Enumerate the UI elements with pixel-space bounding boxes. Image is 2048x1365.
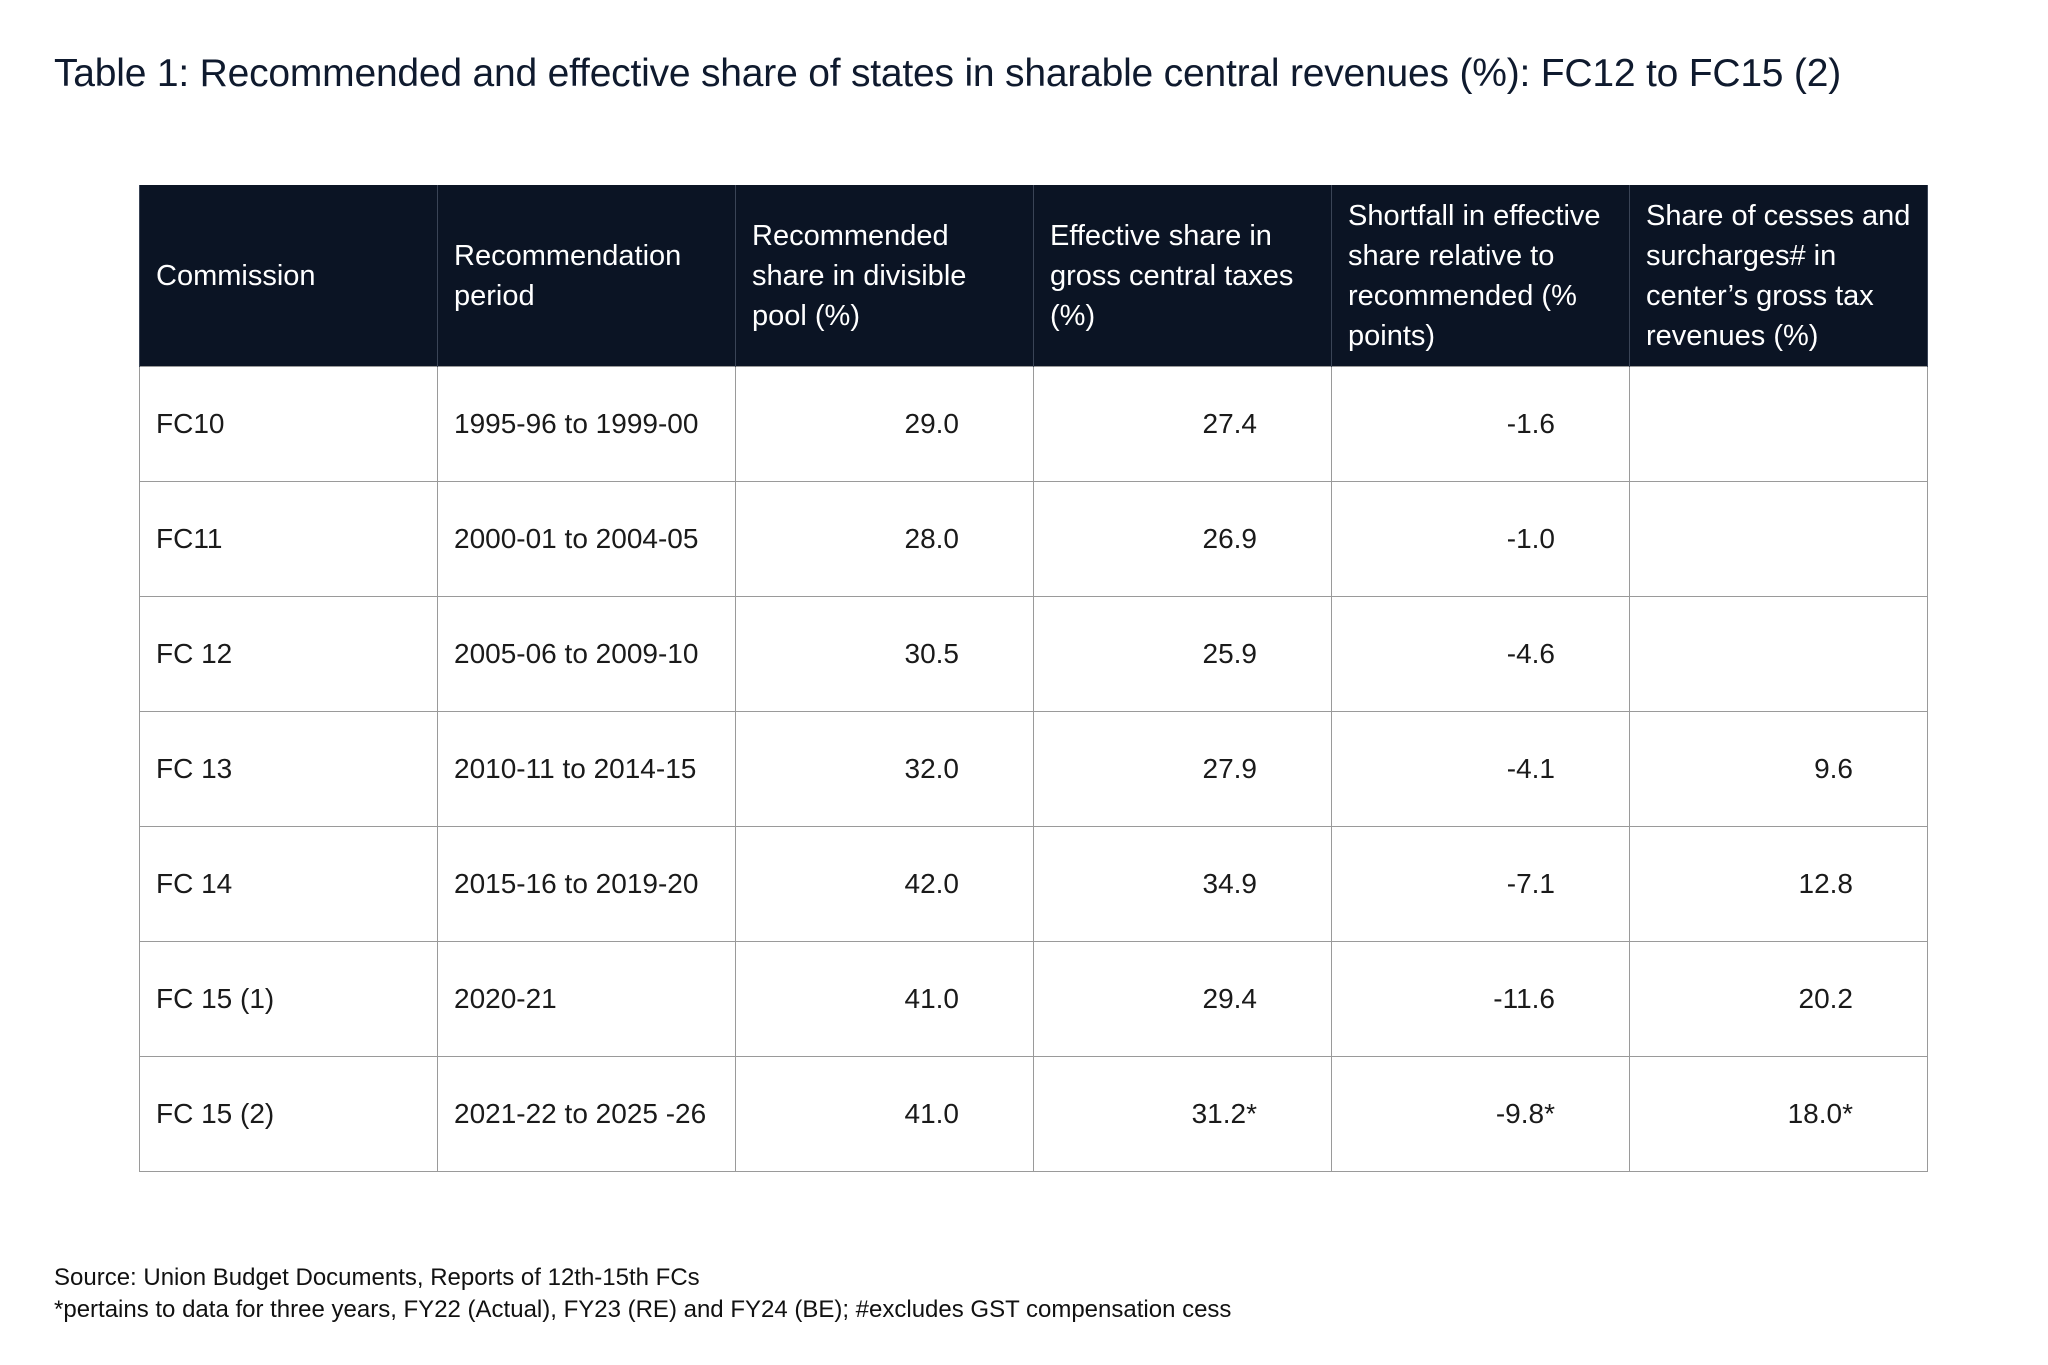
cell-recommended-share: 42.0 xyxy=(735,826,1034,942)
header-cesses-share: Share of cesses and surcharges# in cente… xyxy=(1629,185,1928,367)
cell-cesses-share xyxy=(1629,481,1928,597)
cell-period: 2015-16 to 2019-20 xyxy=(437,826,736,942)
cell-shortfall: -1.6 xyxy=(1331,366,1630,482)
cell-commission: FC 15 (1) xyxy=(139,941,438,1057)
page-title: Table 1: Recommended and effective share… xyxy=(54,52,1841,95)
cell-shortfall: -7.1 xyxy=(1331,826,1630,942)
cell-recommended-share: 28.0 xyxy=(735,481,1034,597)
cell-commission: FC 13 xyxy=(139,711,438,827)
cell-recommended-share: 32.0 xyxy=(735,711,1034,827)
cell-recommended-share: 41.0 xyxy=(735,941,1034,1057)
cell-commission: FC 14 xyxy=(139,826,438,942)
cell-cesses-share xyxy=(1629,596,1928,712)
cell-cesses-share: 18.0* xyxy=(1629,1056,1928,1172)
table-row: FC11 2000-01 to 2004-05 28.0 26.9 -1.0 xyxy=(139,481,1928,597)
cell-cesses-share: 9.6 xyxy=(1629,711,1928,827)
header-recommendation-period: Recommendation period xyxy=(437,185,736,367)
source-note: Source: Union Budget Documents, Reports … xyxy=(54,1264,700,1291)
cell-shortfall: -9.8* xyxy=(1331,1056,1630,1172)
cell-period: 2005-06 to 2009-10 xyxy=(437,596,736,712)
cell-period: 2010-11 to 2014-15 xyxy=(437,711,736,827)
cell-period: 2021-22 to 2025 -26 xyxy=(437,1056,736,1172)
data-note: *pertains to data for three years, FY22 … xyxy=(54,1296,1232,1323)
cell-effective-share: 27.4 xyxy=(1033,366,1332,482)
cell-shortfall: -4.1 xyxy=(1331,711,1630,827)
cell-effective-share: 29.4 xyxy=(1033,941,1332,1057)
cell-effective-share: 27.9 xyxy=(1033,711,1332,827)
cell-shortfall: -11.6 xyxy=(1331,941,1630,1057)
cell-commission: FC10 xyxy=(139,366,438,482)
table-row: FC 12 2005-06 to 2009-10 30.5 25.9 -4.6 xyxy=(139,596,1928,712)
cell-effective-share: 26.9 xyxy=(1033,481,1332,597)
cell-commission: FC11 xyxy=(139,481,438,597)
cell-period: 1995-96 to 1999-00 xyxy=(437,366,736,482)
cell-period: 2000-01 to 2004-05 xyxy=(437,481,736,597)
header-commission: Commission xyxy=(139,185,438,367)
cell-period: 2020-21 xyxy=(437,941,736,1057)
cell-effective-share: 25.9 xyxy=(1033,596,1332,712)
table-row: FC10 1995-96 to 1999-00 29.0 27.4 -1.6 xyxy=(139,366,1928,482)
cell-cesses-share xyxy=(1629,366,1928,482)
table-header-row: Commission Recommendation period Recomme… xyxy=(139,185,1928,367)
cell-effective-share: 34.9 xyxy=(1033,826,1332,942)
table-header: Commission Recommendation period Recomme… xyxy=(139,185,1928,367)
table-body: FC10 1995-96 to 1999-00 29.0 27.4 -1.6 F… xyxy=(139,366,1928,1172)
table-row: FC 13 2010-11 to 2014-15 32.0 27.9 -4.1 … xyxy=(139,711,1928,827)
table-row: FC 14 2015-16 to 2019-20 42.0 34.9 -7.1 … xyxy=(139,826,1928,942)
cell-cesses-share: 20.2 xyxy=(1629,941,1928,1057)
header-shortfall: Shortfall in effective share relative to… xyxy=(1331,185,1630,367)
data-table: Commission Recommendation period Recomme… xyxy=(139,185,1928,1172)
cell-recommended-share: 30.5 xyxy=(735,596,1034,712)
cell-recommended-share: 29.0 xyxy=(735,366,1034,482)
cell-effective-share: 31.2* xyxy=(1033,1056,1332,1172)
cell-recommended-share: 41.0 xyxy=(735,1056,1034,1172)
cell-shortfall: -1.0 xyxy=(1331,481,1630,597)
cell-cesses-share: 12.8 xyxy=(1629,826,1928,942)
cell-shortfall: -4.6 xyxy=(1331,596,1630,712)
footnotes: Source: Union Budget Documents, Reports … xyxy=(54,1262,1231,1326)
cell-commission: FC 12 xyxy=(139,596,438,712)
header-recommended-share: Recommended share in divisible pool (%) xyxy=(735,185,1034,367)
header-effective-share: Effective share in gross central taxes (… xyxy=(1033,185,1332,367)
table-row: FC 15 (2) 2021-22 to 2025 -26 41.0 31.2*… xyxy=(139,1056,1928,1172)
table-row: FC 15 (1) 2020-21 41.0 29.4 -11.6 20.2 xyxy=(139,941,1928,1057)
cell-commission: FC 15 (2) xyxy=(139,1056,438,1172)
